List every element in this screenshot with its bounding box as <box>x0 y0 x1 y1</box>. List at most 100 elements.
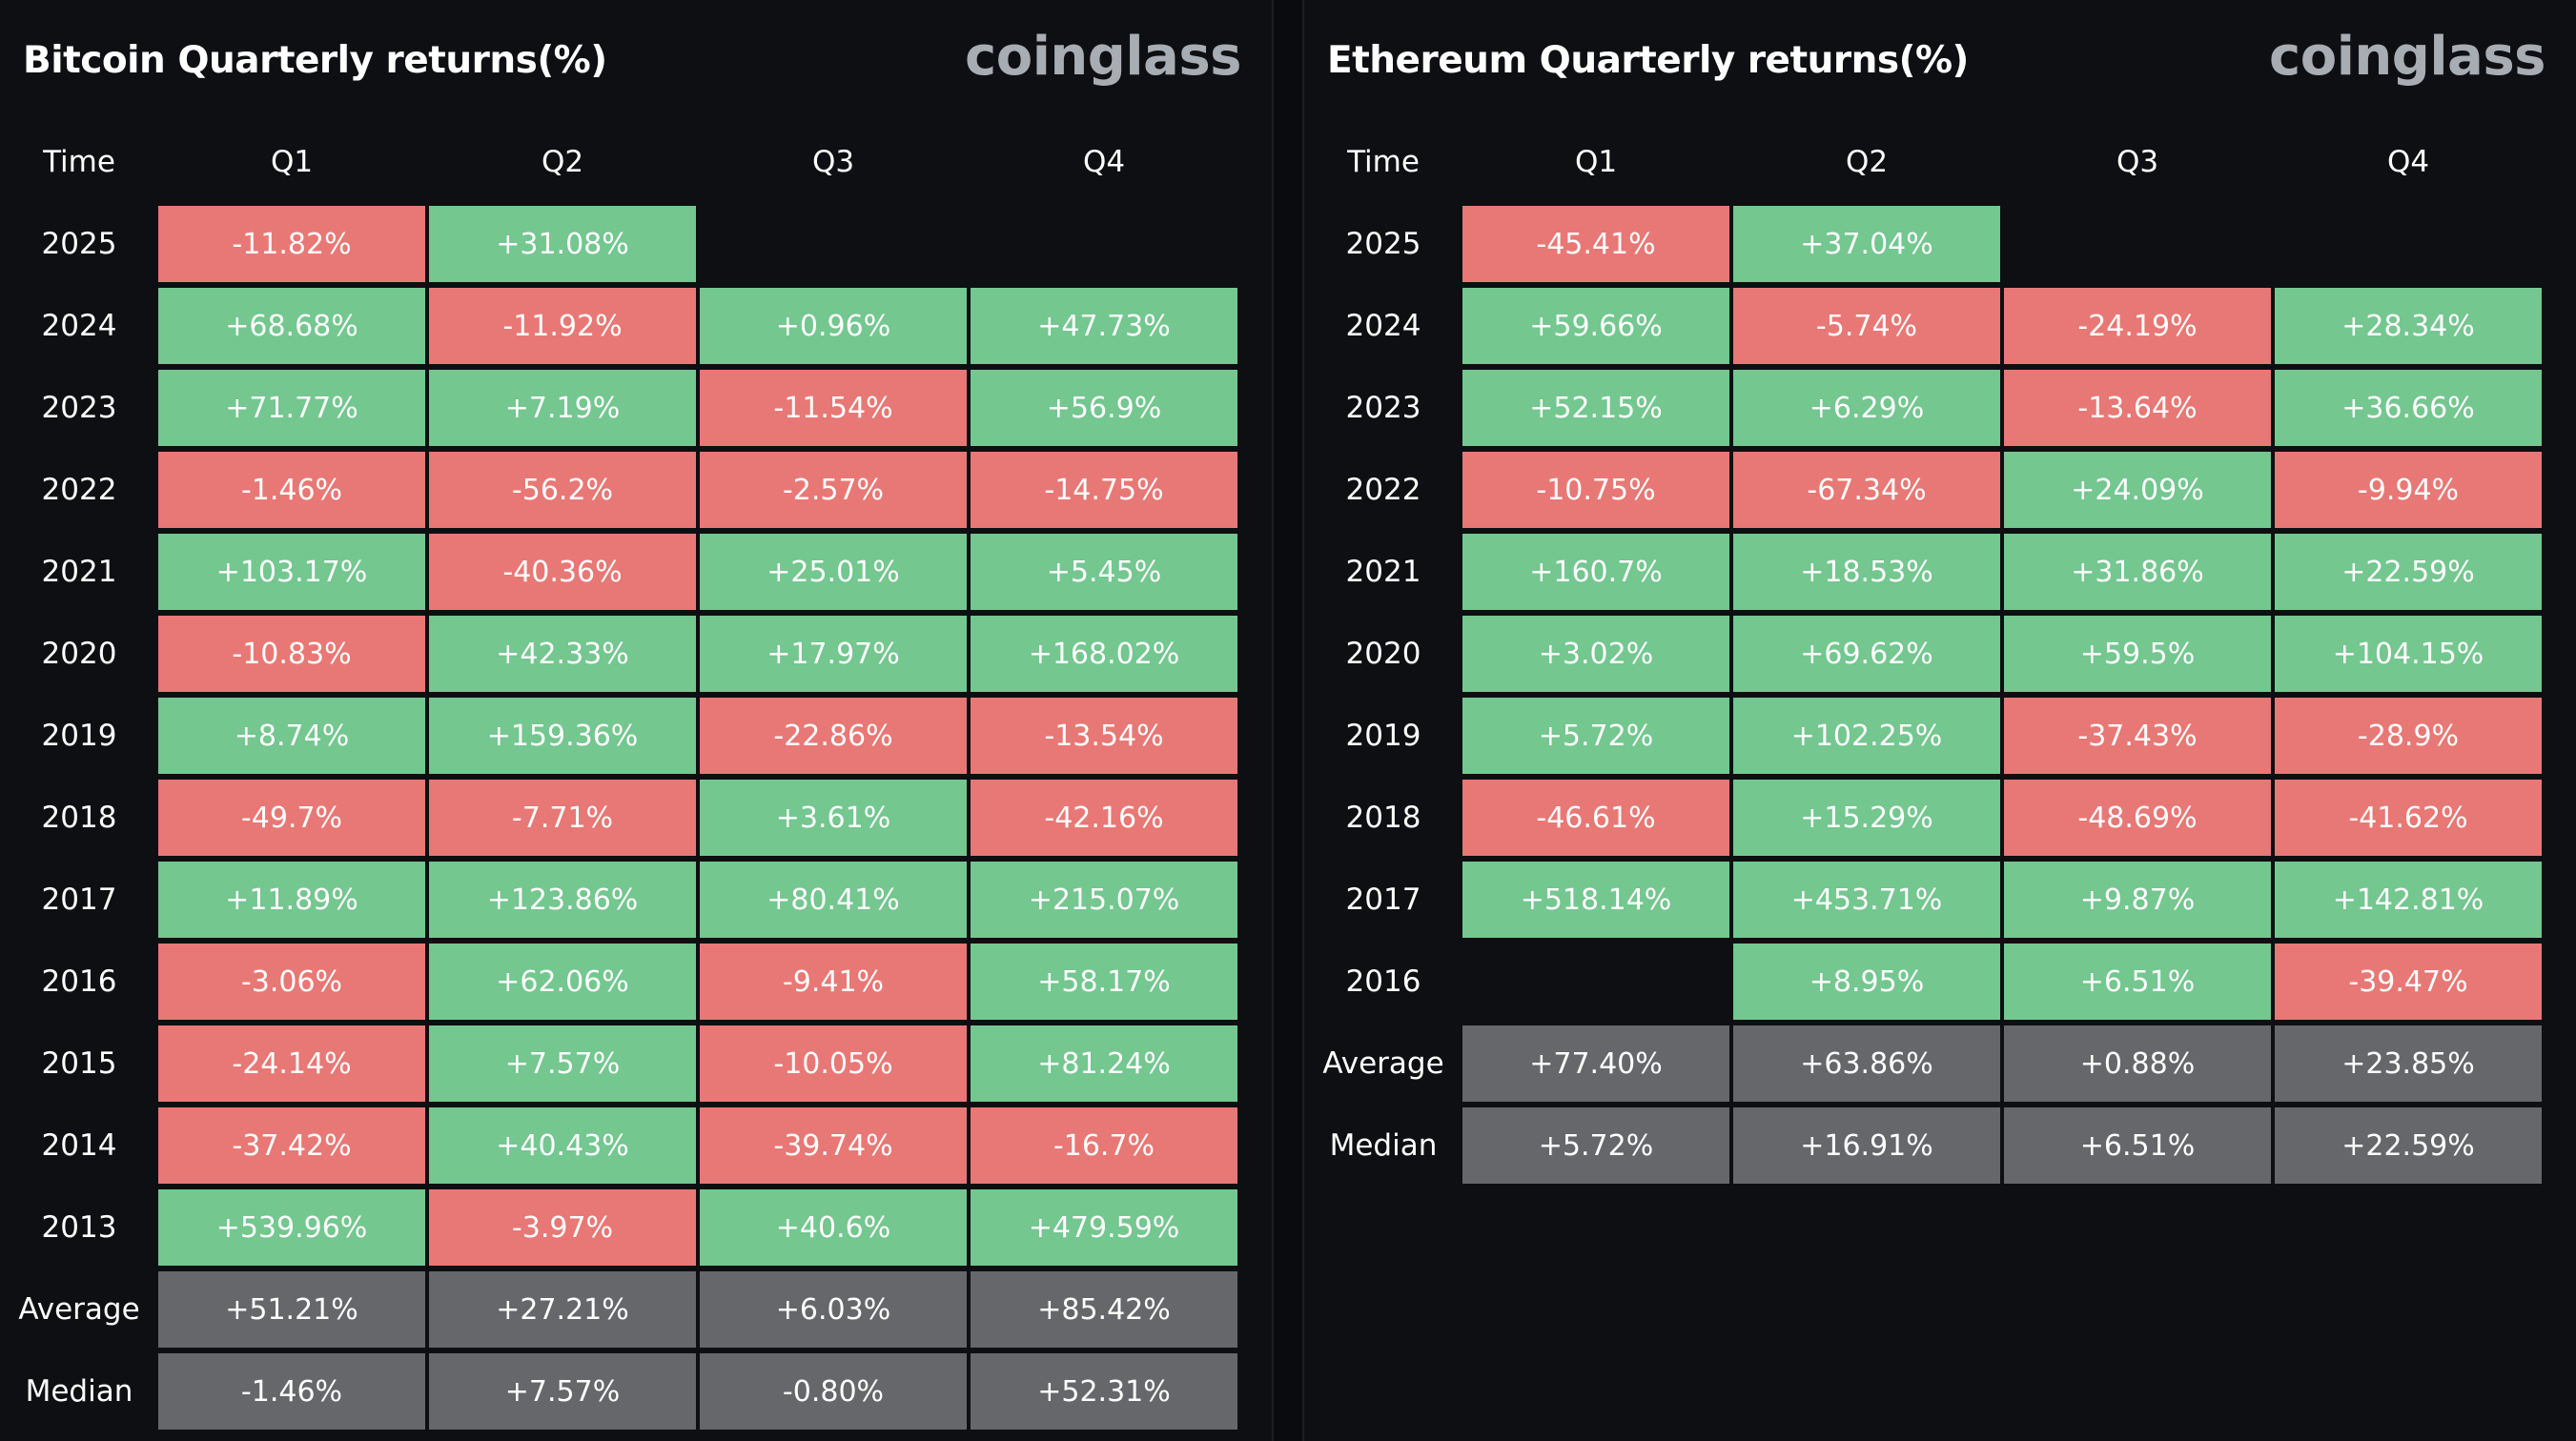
return-cell-2024-q4: +47.73% <box>971 288 1237 364</box>
return-cell-2020-q3: +17.97% <box>700 616 967 692</box>
return-cell-2020-q4: +104.15% <box>2275 616 2542 692</box>
return-cell-median-q4: +22.59% <box>2275 1107 2542 1184</box>
return-cell-2022-q2: -56.2% <box>429 452 696 528</box>
return-cell-2018-q3: +3.61% <box>700 780 967 856</box>
return-cell-2021-q4: +5.45% <box>971 534 1237 610</box>
return-cell-2022-q4: -14.75% <box>971 452 1237 528</box>
coinglass-logo: coinglass <box>965 26 1241 88</box>
return-cell-2015-q1: -24.14% <box>158 1025 425 1102</box>
return-cell-2014-q1: -37.42% <box>158 1107 425 1184</box>
column-header-time: Time <box>43 145 115 179</box>
return-cell-2024-q1: +68.68% <box>158 288 425 364</box>
row-label-2019: 2019 <box>41 719 117 753</box>
return-cell-2024-q1: +59.66% <box>1462 288 1729 364</box>
return-cell-2016-q4: +58.17% <box>971 944 1237 1020</box>
return-cell-2016-q4: -39.47% <box>2275 944 2542 1020</box>
return-cell-2025-q2: +37.04% <box>1733 206 2000 282</box>
return-cell-2023-q1: +71.77% <box>158 370 425 446</box>
return-cell-2016-q1: -3.06% <box>158 944 425 1020</box>
return-cell-2022-q3: -2.57% <box>700 452 967 528</box>
return-cell-2019-q3: -22.86% <box>700 698 967 774</box>
row-label-2021: 2021 <box>41 555 117 589</box>
row-label-2023: 2023 <box>1345 391 1421 425</box>
row-label-2023: 2023 <box>41 391 117 425</box>
return-cell-2021-q3: +31.86% <box>2004 534 2271 610</box>
ethereum-panel: Ethereum Quarterly returns(%) coinglass … <box>1304 0 2576 1441</box>
return-cell-2019-q4: -13.54% <box>971 698 1237 774</box>
return-cell-2014-q2: +40.43% <box>429 1107 696 1184</box>
column-header-time: Time <box>1347 145 1420 179</box>
return-cell-2018-q4: -41.62% <box>2275 780 2542 856</box>
return-cell-2025-q1: -11.82% <box>158 206 425 282</box>
bitcoin-panel: Bitcoin Quarterly returns(%) coinglass T… <box>0 0 1272 1441</box>
return-cell-2019-q2: +159.36% <box>429 698 696 774</box>
row-label-2024: 2024 <box>41 309 117 343</box>
bitcoin-table-title: Bitcoin Quarterly returns(%) <box>23 39 607 82</box>
return-cell-2017-q3: +9.87% <box>2004 862 2271 938</box>
return-cell-2018-q4: -42.16% <box>971 780 1237 856</box>
return-cell-2016-q3: -9.41% <box>700 944 967 1020</box>
return-cell-2020-q1: -10.83% <box>158 616 425 692</box>
column-header-q3: Q3 <box>2116 145 2159 179</box>
row-label-2022: 2022 <box>41 473 117 507</box>
return-cell-average-q4: +23.85% <box>2275 1025 2542 1102</box>
return-cell-average-q1: +77.40% <box>1462 1025 1729 1102</box>
return-cell-2018-q1: -49.7% <box>158 780 425 856</box>
row-label-2025: 2025 <box>1345 227 1421 261</box>
return-cell-2022-q4: -9.94% <box>2275 452 2542 528</box>
row-label-2019: 2019 <box>1345 719 1421 753</box>
return-cell-2021-q2: +18.53% <box>1733 534 2000 610</box>
return-cell-2019-q3: -37.43% <box>2004 698 2271 774</box>
return-cell-median-q2: +16.91% <box>1733 1107 2000 1184</box>
return-cell-average-q3: +0.88% <box>2004 1025 2271 1102</box>
return-cell-2020-q2: +42.33% <box>429 616 696 692</box>
return-cell-2019-q1: +8.74% <box>158 698 425 774</box>
return-cell-2016-q3: +6.51% <box>2004 944 2271 1020</box>
return-cell-2022-q3: +24.09% <box>2004 452 2271 528</box>
return-cell-2025-q1: -45.41% <box>1462 206 1729 282</box>
return-cell-2023-q1: +52.15% <box>1462 370 1729 446</box>
row-label-2013: 2013 <box>41 1210 117 1245</box>
return-cell-2025-q2: +31.08% <box>429 206 696 282</box>
return-cell-2017-q3: +80.41% <box>700 862 967 938</box>
return-cell-2023-q2: +6.29% <box>1733 370 2000 446</box>
return-cell-2020-q2: +69.62% <box>1733 616 2000 692</box>
panel-divider <box>1272 0 1304 1441</box>
row-label-average: Average <box>18 1292 140 1327</box>
return-cell-2022-q1: -1.46% <box>158 452 425 528</box>
coinglass-logo: coinglass <box>2269 26 2545 88</box>
return-cell-2018-q1: -46.61% <box>1462 780 1729 856</box>
return-cell-2017-q2: +123.86% <box>429 862 696 938</box>
return-cell-2021-q1: +103.17% <box>158 534 425 610</box>
return-cell-2015-q4: +81.24% <box>971 1025 1237 1102</box>
return-cell-2016-q2: +8.95% <box>1733 944 2000 1020</box>
return-cell-2015-q2: +7.57% <box>429 1025 696 1102</box>
return-cell-average-q2: +27.21% <box>429 1271 696 1348</box>
return-cell-average-q4: +85.42% <box>971 1271 1237 1348</box>
row-label-2015: 2015 <box>41 1046 117 1081</box>
return-cell-2021-q1: +160.7% <box>1462 534 1729 610</box>
row-label-2018: 2018 <box>41 801 117 835</box>
return-cell-median-q3: -0.80% <box>700 1353 967 1430</box>
return-cell-2024-q4: +28.34% <box>2275 288 2542 364</box>
column-header-q1: Q1 <box>270 145 314 179</box>
column-header-q1: Q1 <box>1574 145 1618 179</box>
return-cell-average-q1: +51.21% <box>158 1271 425 1348</box>
row-label-2025: 2025 <box>41 227 117 261</box>
return-cell-2015-q3: -10.05% <box>700 1025 967 1102</box>
return-cell-2023-q3: -11.54% <box>700 370 967 446</box>
row-label-2016: 2016 <box>1345 964 1421 999</box>
column-header-q2: Q2 <box>1845 145 1889 179</box>
return-cell-median-q1: +5.72% <box>1462 1107 1729 1184</box>
return-cell-2013-q1: +539.96% <box>158 1189 425 1266</box>
return-cell-2024-q2: -11.92% <box>429 288 696 364</box>
return-cell-2014-q4: -16.7% <box>971 1107 1237 1184</box>
return-cell-2024-q3: +0.96% <box>700 288 967 364</box>
row-label-2017: 2017 <box>1345 883 1421 917</box>
row-label-median: Median <box>25 1374 133 1409</box>
return-cell-2018-q2: -7.71% <box>429 780 696 856</box>
return-cell-2017-q4: +142.81% <box>2275 862 2542 938</box>
row-label-2021: 2021 <box>1345 555 1421 589</box>
return-cell-2017-q1: +518.14% <box>1462 862 1729 938</box>
return-cell-2021-q3: +25.01% <box>700 534 967 610</box>
